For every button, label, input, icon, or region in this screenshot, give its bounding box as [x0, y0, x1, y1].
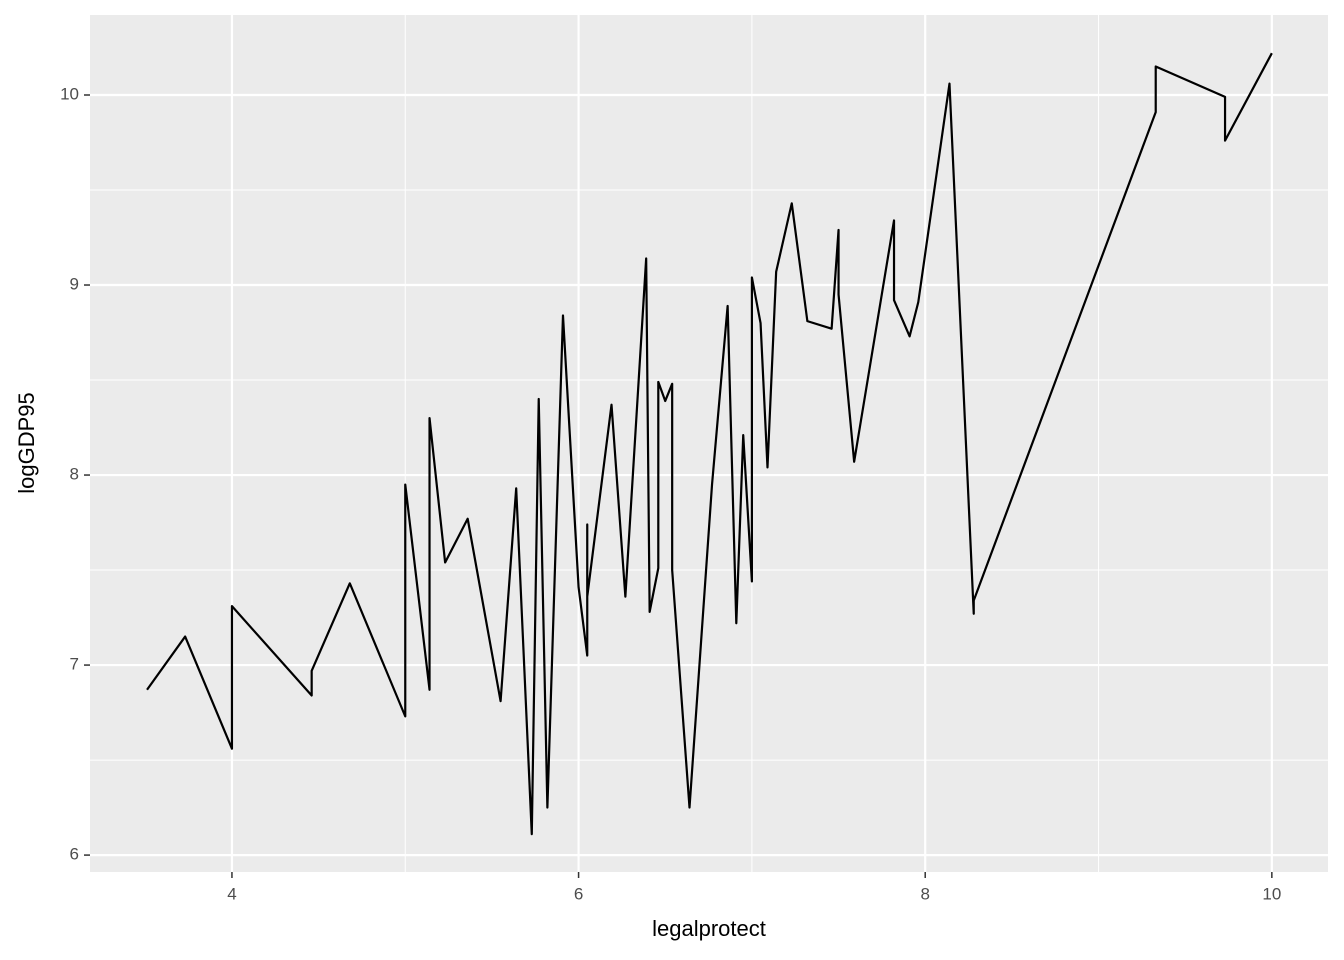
panel-background	[90, 15, 1328, 872]
y-tick-label: 8	[70, 465, 79, 484]
x-tick-label: 8	[920, 884, 929, 903]
y-axis-title: logGDP95	[14, 392, 39, 494]
y-tick-label: 9	[70, 275, 79, 294]
x-tick-label: 4	[227, 884, 236, 903]
x-tick-label: 6	[574, 884, 583, 903]
x-tick-label: 10	[1262, 884, 1281, 903]
y-tick-label: 7	[70, 655, 79, 674]
data-line	[146, 52, 1273, 836]
x-axis-title: legalprotect	[652, 916, 766, 941]
y-tick-label: 10	[60, 84, 79, 103]
y-tick-label: 6	[70, 845, 79, 864]
